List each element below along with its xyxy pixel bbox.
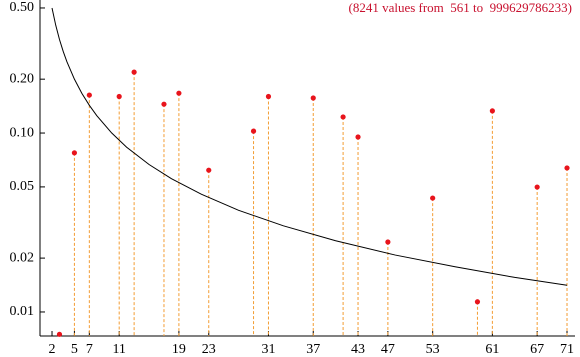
annotation: (8241 values from 561 to 999629786233)	[348, 0, 572, 15]
point	[564, 165, 570, 171]
point	[355, 134, 361, 140]
y-tick-label: 0.50	[10, 0, 35, 15]
x-tick-label: 23	[202, 342, 216, 357]
y-tick-label: 0.05	[10, 179, 35, 194]
x-tick-label: 47	[381, 342, 395, 357]
point	[116, 93, 122, 100]
x-tick-label: 19	[172, 342, 186, 357]
x-tick-label: 67	[530, 342, 544, 357]
curve	[51, 7, 568, 286]
point	[265, 93, 272, 100]
point	[430, 195, 436, 201]
point	[176, 90, 182, 96]
point	[534, 184, 540, 190]
point	[474, 299, 481, 305]
point	[340, 114, 346, 120]
point	[489, 108, 495, 114]
x-tick-label: 37	[306, 342, 320, 357]
x-tick-label: 7	[86, 342, 93, 357]
y-tick-label: 0.02	[10, 250, 35, 265]
point	[161, 101, 167, 107]
point	[131, 69, 137, 75]
x-tick-label: 43	[351, 342, 365, 357]
point	[250, 128, 257, 134]
x-tick-label: 61	[485, 342, 499, 357]
y-tick-label: 0.10	[10, 125, 35, 140]
point	[310, 95, 316, 101]
point	[206, 167, 212, 173]
x-tick-label: 31	[261, 342, 275, 357]
x-tick-label: 53	[426, 342, 440, 357]
x-tick-label: 11	[112, 342, 125, 357]
x-tick-label: 5	[71, 342, 78, 357]
point	[86, 92, 92, 98]
point	[56, 331, 63, 337]
point	[71, 150, 78, 156]
x-tick-label: 71	[560, 342, 574, 357]
point	[385, 239, 391, 245]
y-tick-label: 0.01	[10, 304, 35, 319]
y-tick-label: 0.20	[10, 71, 35, 86]
x-tick-label: 2	[49, 342, 56, 357]
